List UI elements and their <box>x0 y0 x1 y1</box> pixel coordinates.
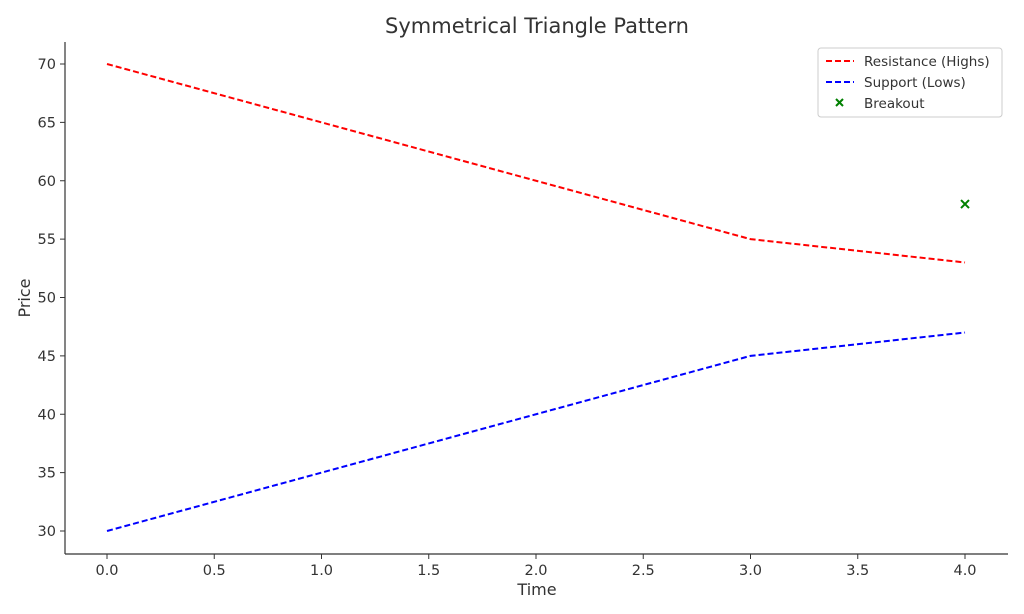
x-axis-ticks: 0.0 0.5 1.0 1.5 2.0 2.5 3.0 3.5 4.0 <box>95 554 977 579</box>
y-tick-label: 35 <box>38 466 56 482</box>
y-tick-label: 70 <box>38 57 56 73</box>
x-tick-label: 3.0 <box>739 563 762 579</box>
x-tick-label: 0.5 <box>203 563 226 579</box>
legend-breakout-label: Breakout <box>864 96 925 112</box>
x-axis-label: Time <box>516 580 556 599</box>
y-axis-ticks: 30 35 40 45 50 55 60 65 70 <box>38 57 65 540</box>
y-tick-label: 65 <box>38 115 56 131</box>
legend-support-label: Support (Lows) <box>864 75 966 91</box>
x-tick-label: 3.5 <box>846 563 869 579</box>
x-tick-label: 2.0 <box>524 563 547 579</box>
y-tick-label: 30 <box>38 524 56 540</box>
legend: Resistance (Highs) Support (Lows) Breako… <box>817 47 1003 118</box>
y-tick-label: 45 <box>38 349 56 365</box>
breakout-marker-x-icon <box>960 199 970 209</box>
plot-area <box>106 63 970 532</box>
x-tick-label: 1.0 <box>310 563 333 579</box>
x-tick-label: 0.0 <box>95 563 118 579</box>
y-tick-label: 50 <box>38 291 56 307</box>
legend-resistance-label: Resistance (Highs) <box>864 54 990 70</box>
legend-breakout-x-icon <box>835 98 844 107</box>
series-line <box>106 63 966 264</box>
series-line <box>106 331 966 532</box>
y-tick-label: 55 <box>38 232 56 248</box>
x-tick-label: 4.0 <box>953 563 976 579</box>
chart-title: Symmetrical Triangle Pattern <box>385 14 689 38</box>
y-axis-label: Price <box>15 278 34 317</box>
x-tick-label: 1.5 <box>417 563 440 579</box>
y-tick-label: 40 <box>38 407 56 423</box>
y-tick-label: 60 <box>38 174 56 190</box>
x-tick-label: 2.5 <box>632 563 655 579</box>
